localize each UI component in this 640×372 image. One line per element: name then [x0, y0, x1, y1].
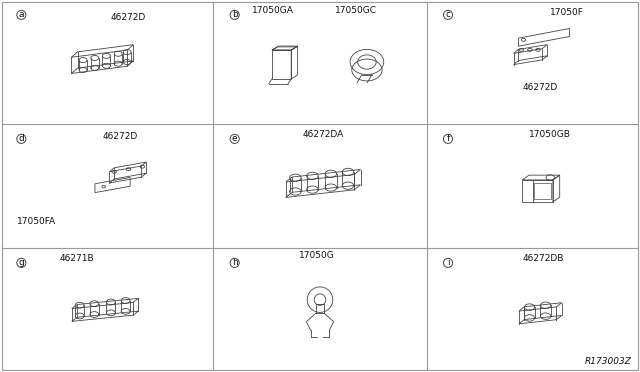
Text: 46272D: 46272D	[523, 83, 558, 92]
Text: 17050GA: 17050GA	[252, 6, 294, 15]
Text: i: i	[447, 259, 449, 267]
Text: R173003Z: R173003Z	[585, 357, 632, 366]
Text: f: f	[446, 134, 450, 143]
Text: c: c	[445, 10, 451, 19]
Text: 17050GC: 17050GC	[335, 6, 377, 15]
Text: 17050G: 17050G	[299, 251, 335, 260]
Text: 46271B: 46271B	[60, 254, 94, 263]
Text: a: a	[19, 10, 24, 19]
Text: 46272D: 46272D	[111, 13, 146, 22]
Text: 17050F: 17050F	[550, 8, 584, 17]
Text: h: h	[232, 259, 237, 267]
Text: 17050FA: 17050FA	[17, 217, 56, 226]
Text: 17050GB: 17050GB	[529, 130, 571, 139]
Text: g: g	[19, 259, 24, 267]
Text: 46272D: 46272D	[102, 132, 138, 141]
Text: d: d	[19, 134, 24, 143]
Text: b: b	[232, 10, 237, 19]
Text: 46272DB: 46272DB	[523, 254, 564, 263]
Text: 46272DA: 46272DA	[303, 130, 344, 139]
Text: e: e	[232, 134, 237, 143]
